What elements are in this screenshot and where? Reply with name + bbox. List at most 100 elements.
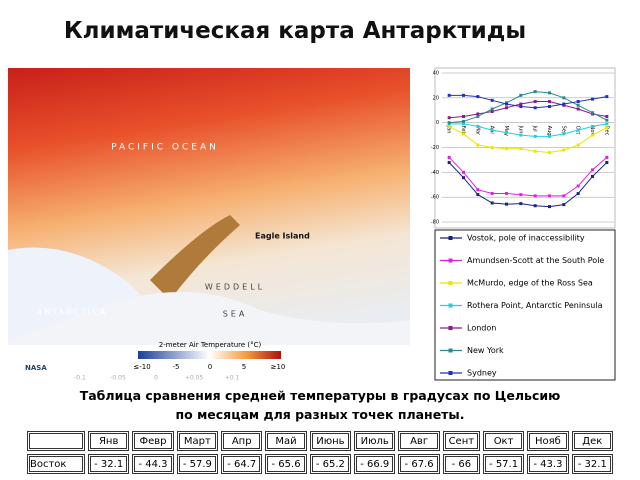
- table-cell: Авг: [398, 431, 440, 451]
- map-label: Eagle Island: [255, 232, 310, 241]
- x-tick-label: Dec: [603, 126, 609, 136]
- anomaly-tick: 0: [154, 375, 158, 382]
- point: [476, 124, 480, 128]
- point: [447, 116, 451, 120]
- point: [533, 90, 537, 94]
- series-line: [449, 94, 607, 109]
- figures: PACIFIC OCEAN Eagle Island WEDDELL SEA A…: [8, 67, 616, 382]
- y-tick-label: 40: [433, 71, 439, 77]
- legend: [434, 229, 616, 381]
- table-cell: - 44.3: [132, 454, 174, 474]
- table-cell: Май: [265, 431, 307, 451]
- map-label: WEDDELL: [205, 283, 265, 292]
- point: [576, 192, 580, 196]
- point: [533, 100, 537, 104]
- series-line: [449, 123, 607, 137]
- point: [505, 106, 508, 110]
- map: PACIFIC OCEAN Eagle Island WEDDELL SEA A…: [8, 68, 410, 382]
- point: [519, 133, 523, 137]
- point: [605, 126, 609, 130]
- point: [548, 91, 551, 95]
- y-tick-label: -20: [431, 145, 439, 151]
- point: [562, 203, 566, 207]
- point: [533, 149, 537, 153]
- point: [548, 100, 551, 104]
- legend-label: Rothera Point, Antarctic Peninsula: [467, 301, 603, 310]
- point: [562, 148, 566, 152]
- x-tick-label: Aug: [546, 126, 552, 136]
- table-cell: - 57.1: [482, 454, 525, 474]
- table-row: Янв Февр Март Апр Май Июнь Июль Авг Сент Окт Нояб Д…: [27, 431, 613, 451]
- point: [447, 121, 451, 125]
- point: [490, 98, 494, 102]
- anomaly-tick: -0.1: [74, 375, 86, 382]
- table: Янв Февр Март Апр Май Июнь Июль Авг Сент Окт Нояб Д…: [24, 428, 616, 477]
- y-tick-label: -80: [431, 220, 439, 226]
- point: [462, 122, 465, 126]
- point: [476, 143, 480, 147]
- map-label: SEA: [223, 310, 248, 319]
- legend-marker: [448, 281, 453, 285]
- table-cell: - 66.9: [354, 454, 396, 474]
- x-tick-label: Jan: [446, 125, 452, 134]
- anomaly-tick: -0.05: [110, 375, 126, 382]
- point: [548, 150, 551, 154]
- point: [519, 102, 523, 106]
- x-tick-label: Nov: [589, 126, 595, 136]
- point: [447, 161, 451, 165]
- point: [519, 147, 523, 151]
- point: [476, 112, 480, 116]
- caption: Таблица сравнения средней температуры в …: [60, 386, 580, 424]
- point: [605, 161, 609, 165]
- point: [533, 204, 537, 208]
- map-label: PACIFIC OCEAN: [111, 143, 219, 153]
- point: [476, 188, 480, 192]
- point: [576, 107, 580, 111]
- series-line: [449, 91, 608, 124]
- colorbar-tick: 5: [242, 363, 246, 371]
- table-cell: - 64.7: [221, 454, 263, 474]
- table-cell: Март: [176, 431, 219, 451]
- point: [505, 202, 508, 206]
- point: [591, 168, 594, 172]
- table-cell: Восток: [27, 454, 85, 474]
- point: [447, 93, 451, 97]
- legend-label: London: [467, 324, 496, 333]
- y-tick-label: 20: [433, 95, 439, 101]
- point: [462, 170, 465, 174]
- x-tick-label: Jul: [532, 125, 538, 132]
- table-row: Восток - 32.1- 44.3- 57.9- 64.7- 65.6- 65…: [27, 454, 613, 474]
- legend-marker: [448, 303, 453, 308]
- point: [519, 193, 523, 197]
- anomaly-tick: +0.1: [225, 375, 240, 382]
- point: [591, 133, 594, 137]
- table-cell: - 32.1: [88, 454, 130, 474]
- point: [576, 143, 580, 147]
- point: [562, 102, 566, 106]
- point: [476, 114, 480, 118]
- point: [576, 100, 580, 104]
- point: [533, 134, 537, 138]
- point: [605, 118, 609, 122]
- colorbar-tick: -5: [173, 363, 180, 371]
- legend-marker: [448, 326, 453, 330]
- anomaly-tick: +0.05: [185, 375, 204, 382]
- point: [548, 105, 551, 109]
- map-label: ANTARCTICA: [37, 308, 107, 317]
- series-line: [449, 101, 607, 119]
- x-tick-label: Feb: [460, 126, 466, 135]
- point: [490, 128, 494, 132]
- colorbar-tick: ≤-10: [133, 363, 150, 371]
- legend-marker: [448, 371, 453, 375]
- table-cell: Дек: [571, 431, 613, 451]
- legend-label: McMurdo, edge of the Ross Sea: [467, 279, 593, 288]
- point: [505, 131, 508, 135]
- table-cell: - 66: [442, 454, 480, 474]
- point: [505, 191, 508, 195]
- table-cell: Нояб: [527, 431, 569, 451]
- legend-marker: [448, 348, 453, 353]
- point: [462, 93, 465, 97]
- point: [505, 147, 508, 151]
- point: [591, 124, 594, 128]
- table-cell: [27, 431, 85, 451]
